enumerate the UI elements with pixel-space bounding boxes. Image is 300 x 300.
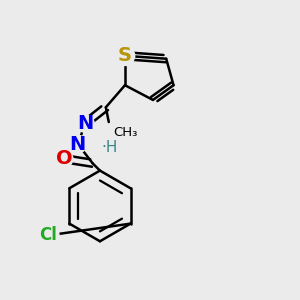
Circle shape [76,115,94,132]
Circle shape [115,46,135,65]
Circle shape [69,135,87,153]
Circle shape [38,225,59,246]
Text: ·H: ·H [101,140,118,154]
Text: O: O [56,149,73,168]
Text: N: N [70,135,86,154]
Text: CH₃: CH₃ [113,126,138,139]
Text: N: N [77,114,93,133]
Circle shape [56,151,73,167]
Text: S: S [118,46,132,65]
Text: Cl: Cl [40,226,57,244]
